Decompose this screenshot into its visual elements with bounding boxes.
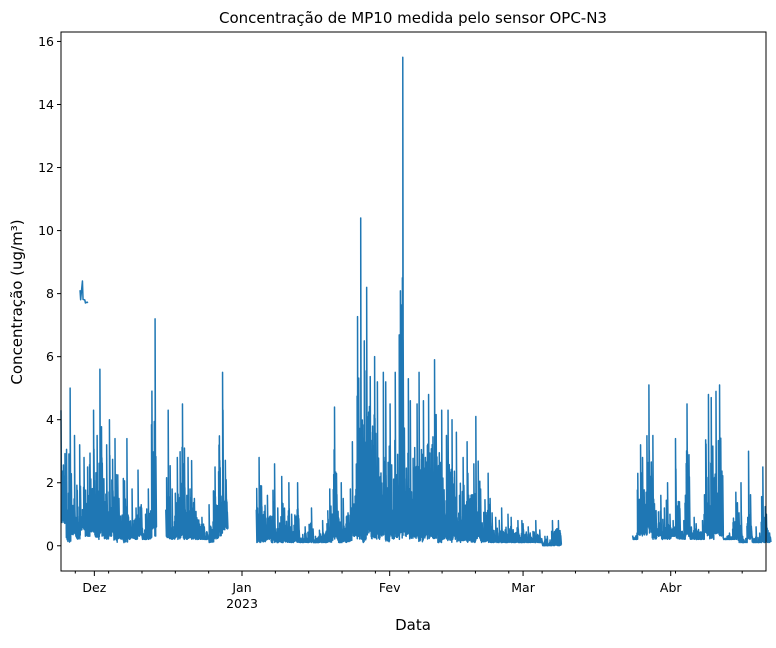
x-tick-label: Dez — [82, 580, 106, 595]
series-line-segment — [327, 56, 563, 547]
series-line-segment — [60, 318, 158, 544]
y-tick-label: 12 — [38, 160, 54, 175]
series-line-segment — [631, 384, 772, 544]
x-tick-label: Jan — [231, 580, 251, 595]
y-tick-label: 2 — [46, 475, 54, 490]
y-axis: 0 2 4 6 8 10 12 14 16 — [38, 34, 61, 553]
y-tick-label: 6 — [46, 349, 54, 364]
series-line-segment — [255, 456, 329, 544]
y-tick-label: 16 — [38, 34, 54, 49]
plot-series — [60, 56, 772, 547]
y-tick-label: 10 — [38, 223, 54, 238]
plot-frame — [60, 31, 767, 572]
series-line-segment — [79, 280, 89, 304]
y-tick-label: 14 — [38, 97, 54, 112]
y-tick-label: 0 — [46, 538, 54, 553]
x-axis-label: Data — [395, 616, 431, 634]
x-tick-sublabel: 2023 — [226, 596, 258, 611]
series-line-segment — [165, 371, 229, 544]
y-tick-label: 4 — [46, 412, 54, 427]
y-tick-label: 8 — [46, 286, 54, 301]
x-tick-label: Mar — [511, 580, 535, 595]
y-axis-label: Concentração (ug/m³) — [8, 219, 26, 384]
chart-title: Concentração de MP10 medida pelo sensor … — [219, 9, 607, 27]
x-tick-label: Fev — [379, 580, 401, 595]
x-tick-label: Abr — [660, 580, 682, 595]
